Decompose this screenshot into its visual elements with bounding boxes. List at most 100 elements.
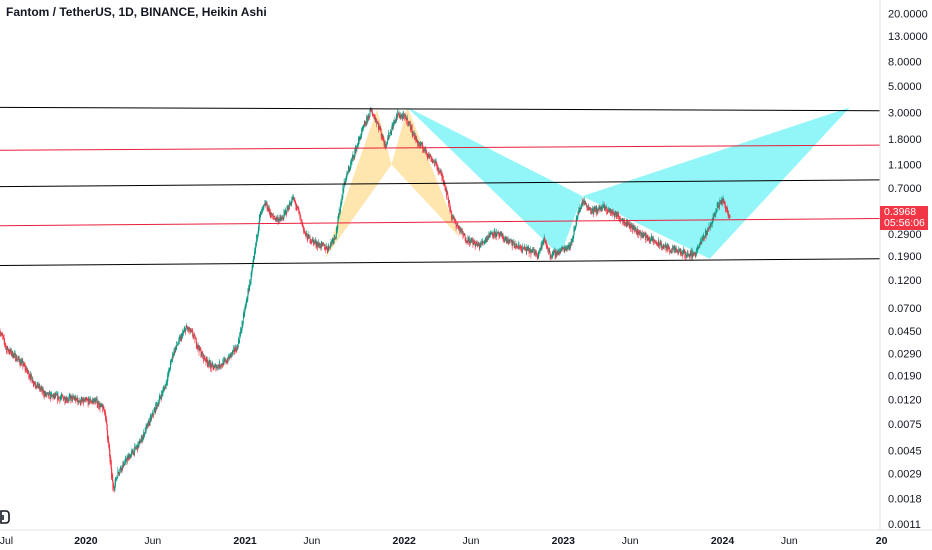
candle-body: [326, 247, 328, 249]
candle-body: [361, 129, 362, 136]
candle-body: [450, 210, 452, 212]
candle-body: [530, 248, 531, 252]
candle-body: [412, 131, 414, 136]
time-axis[interactable]: Jul 2020 Jun 2021 Jun 2022 Jun 2023 Jun 2024 Jun 20: [0, 535, 888, 547]
candle-body: [250, 280, 251, 284]
candle-body: [391, 127, 393, 133]
candle-body: [458, 226, 460, 230]
candle-body: [229, 353, 231, 358]
candle-body: [173, 353, 174, 357]
candle-body: [136, 446, 137, 448]
time-tick-label: 2023: [552, 535, 576, 547]
candle-body: [415, 136, 417, 143]
candle-body: [335, 237, 336, 239]
candle-body: [365, 124, 367, 125]
candle-body: [659, 241, 661, 247]
candle-body: [136, 445, 138, 448]
candle-body: [553, 251, 555, 253]
candle-body: [457, 224, 458, 226]
candle-body: [673, 246, 675, 250]
candle-body: [309, 236, 310, 237]
candle-body: [505, 236, 507, 240]
candle-body: [234, 348, 235, 352]
candle-body: [420, 142, 421, 146]
price-tick-label: 1.1000: [888, 160, 922, 172]
candle-body: [248, 290, 250, 292]
candle-body: [72, 395, 74, 398]
candle-body: [624, 222, 626, 225]
candle-body: [64, 400, 66, 402]
candle-body: [670, 251, 671, 253]
candle-body: [109, 445, 110, 457]
candle-body: [533, 249, 535, 251]
candle-body: [573, 229, 575, 233]
candle-body: [501, 233, 503, 235]
candle-body: [726, 207, 728, 212]
candle-body: [353, 156, 355, 158]
candle-body: [179, 337, 181, 341]
candle-body: [158, 404, 159, 406]
candle-body: [133, 451, 135, 455]
candle-body: [304, 231, 306, 233]
candle-body: [111, 469, 113, 478]
candle-body: [463, 234, 465, 236]
candle-body: [372, 112, 373, 117]
candle-body: [616, 214, 618, 219]
candle-body: [589, 208, 591, 210]
candle-body: [41, 388, 43, 392]
candle-body: [532, 248, 534, 251]
candle-body: [531, 250, 532, 253]
candle-body: [435, 160, 437, 163]
candle-body: [723, 200, 725, 203]
candle-body: [671, 250, 672, 252]
candle-body: [567, 247, 568, 250]
candle-body: [464, 235, 466, 242]
candle-body: [299, 212, 301, 220]
candle-body: [189, 328, 191, 333]
candle-body: [9, 348, 11, 353]
candle-body: [516, 245, 518, 247]
candle-body: [27, 371, 29, 372]
candle-body: [232, 349, 234, 353]
candle-body: [537, 255, 539, 257]
candle-body: [328, 246, 330, 248]
candle-body: [310, 241, 312, 243]
time-tick-label: Jul: [0, 535, 13, 547]
candle-body: [243, 314, 245, 315]
candle-body: [333, 234, 335, 241]
candle-body: [339, 212, 340, 214]
candle-body: [0, 333, 1, 335]
candle-body: [481, 242, 482, 243]
candle-body: [16, 357, 18, 361]
candle-body: [563, 249, 565, 251]
candle-body: [724, 201, 725, 203]
candle-body: [474, 242, 476, 243]
candle-body: [347, 167, 349, 174]
candle-body: [298, 208, 299, 211]
candle-body: [678, 248, 680, 254]
candle-body: [547, 248, 549, 254]
candle-body: [430, 155, 431, 157]
candle-body: [3, 336, 4, 338]
candle-body: [4, 339, 5, 345]
candle-body: [703, 236, 705, 238]
candle-body: [448, 201, 450, 203]
candle-body: [203, 355, 205, 358]
candle-body: [200, 349, 202, 357]
candle-body: [260, 211, 262, 216]
candle-body: [432, 160, 434, 162]
candle-body: [447, 195, 449, 204]
candle-body: [510, 240, 512, 241]
candle-body: [558, 250, 560, 255]
candle-body: [196, 342, 198, 349]
price-axis[interactable]: 20.000013.00008.00005.00003.00001.80001.…: [888, 9, 928, 531]
candle-body: [715, 210, 717, 215]
candle-body: [246, 299, 247, 304]
candle-body: [490, 232, 492, 235]
candle-body: [577, 217, 578, 219]
candle-body: [586, 204, 587, 207]
candle-body: [584, 202, 586, 203]
candle-body: [599, 207, 600, 208]
